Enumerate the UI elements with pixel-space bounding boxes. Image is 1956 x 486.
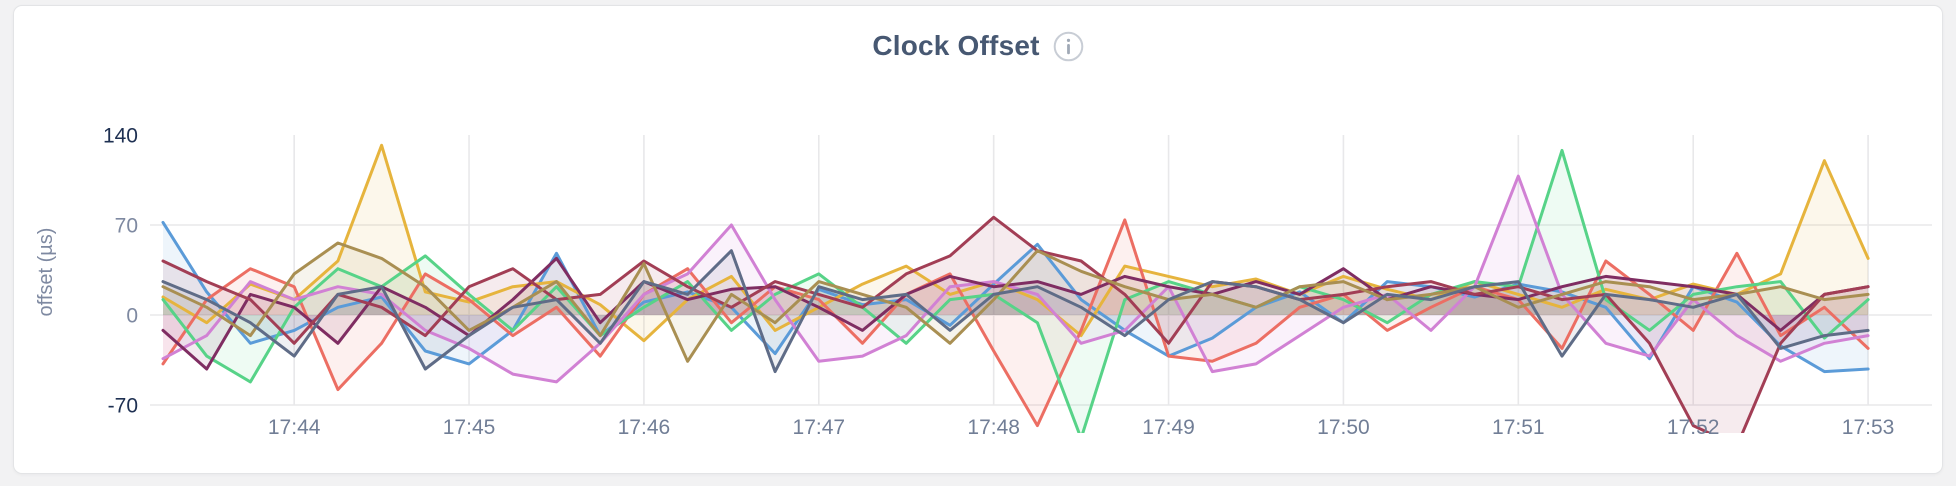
series-line-5 xyxy=(161,174,1870,384)
series-area-2 xyxy=(163,145,1869,341)
info-icon-ring xyxy=(1053,31,1083,61)
gridlines xyxy=(150,135,1932,406)
series-line-8 xyxy=(161,241,1870,363)
x-tick-17:53: 17:53 xyxy=(1842,416,1895,439)
x-tick-17:47: 17:47 xyxy=(793,416,846,439)
series-line-9 xyxy=(161,249,1870,374)
series-area-9 xyxy=(163,250,1869,372)
y-tick-0: 0 xyxy=(126,305,138,328)
x-tick-17:44: 17:44 xyxy=(268,416,321,439)
info-icon[interactable] xyxy=(1053,31,1084,62)
series-line-7 xyxy=(161,215,1870,433)
info-icon-dot xyxy=(1066,38,1070,42)
series-area-8 xyxy=(163,243,1869,362)
series-line-3 xyxy=(161,218,1870,428)
x-tick-17:51: 17:51 xyxy=(1492,416,1545,439)
info-icon-svg xyxy=(1053,31,1083,61)
x-tick-17:49: 17:49 xyxy=(1142,416,1195,439)
series-line-6 xyxy=(161,256,1870,371)
y-tick-140: 140 xyxy=(103,125,138,148)
info-icon-stem xyxy=(1066,43,1070,54)
x-tick-17:48: 17:48 xyxy=(967,416,1020,439)
series-area-3 xyxy=(163,219,1869,426)
series-area-1 xyxy=(163,222,1869,372)
x-tick-17:46: 17:46 xyxy=(618,416,671,439)
y-axis-title: offset (µs) xyxy=(35,228,57,317)
x-tick-17:52: 17:52 xyxy=(1667,416,1720,439)
y-tick-70: 70 xyxy=(115,215,138,238)
y-tick--70: -70 xyxy=(108,395,138,418)
x-tick-17:45: 17:45 xyxy=(443,416,496,439)
series-area-4 xyxy=(163,150,1869,433)
y-axis-ticks: 140 70 0 -70 xyxy=(103,125,138,418)
series-line-4 xyxy=(161,148,1870,433)
series-area-7 xyxy=(163,217,1869,433)
series-lines xyxy=(161,143,1870,433)
x-tick-17:50: 17:50 xyxy=(1317,416,1370,439)
x-axis-ticks: 17:44 17:45 17:46 17:47 17:48 17:49 17:50 17:51… xyxy=(268,416,1894,439)
series-area-6 xyxy=(163,258,1869,369)
